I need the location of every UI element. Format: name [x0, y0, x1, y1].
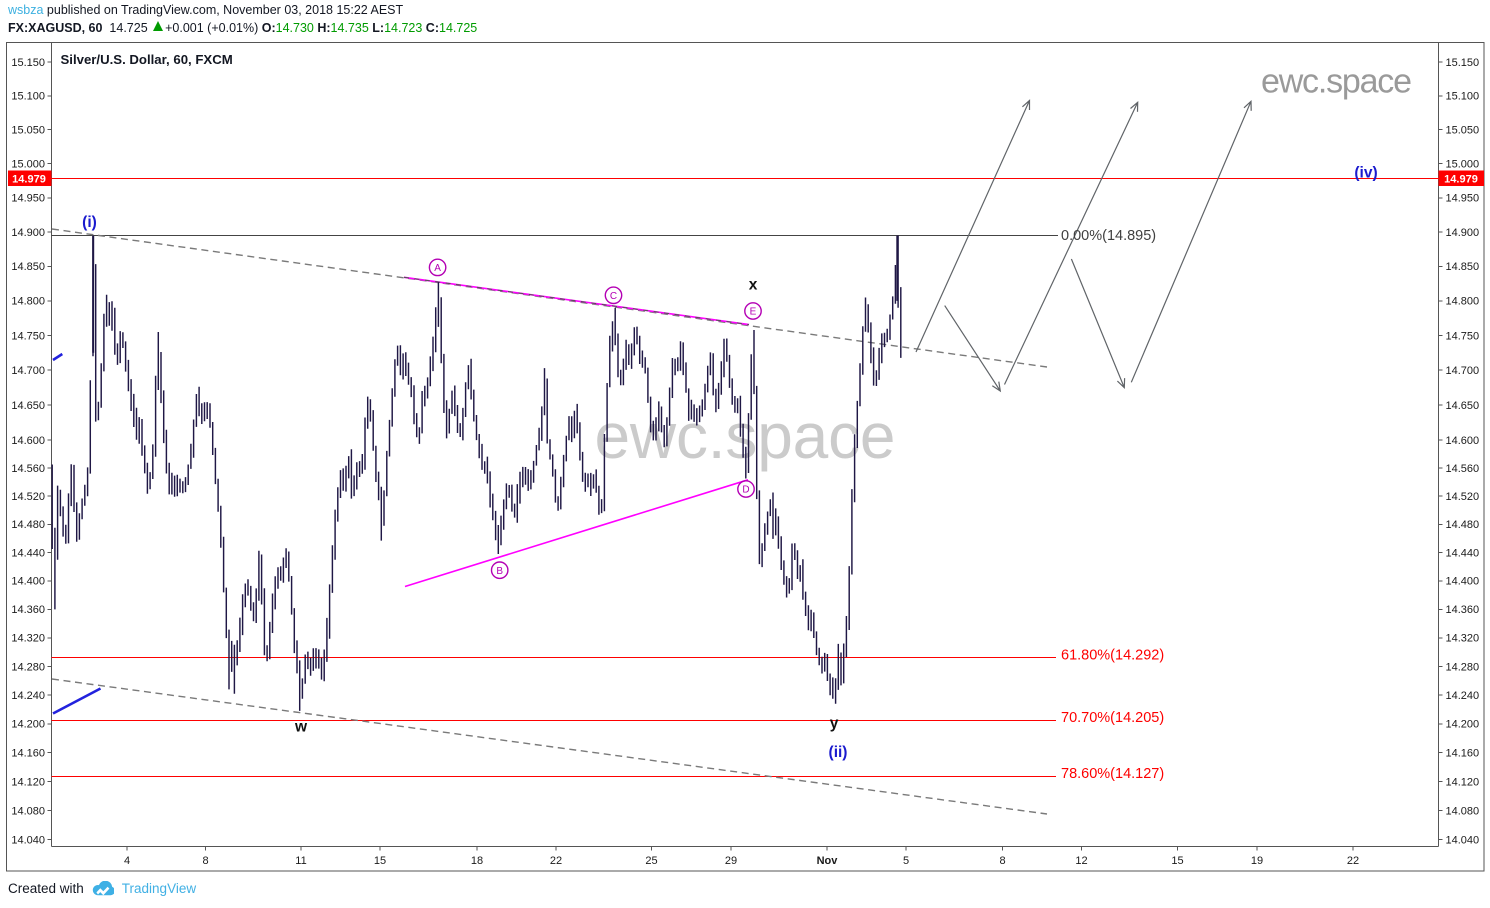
svg-text:15.050: 15.050: [1446, 125, 1480, 137]
svg-text:14.750: 14.750: [11, 330, 45, 342]
svg-text:15.050: 15.050: [11, 125, 45, 137]
svg-text:14.850: 14.850: [1446, 261, 1480, 273]
svg-text:14.080: 14.080: [11, 805, 45, 817]
svg-text:14.700: 14.700: [11, 365, 45, 377]
svg-text:18: 18: [471, 855, 483, 867]
svg-text:14.040: 14.040: [11, 835, 45, 847]
svg-text:14.850: 14.850: [11, 261, 45, 273]
svg-text:19: 19: [1251, 855, 1263, 867]
svg-text:14.800: 14.800: [1446, 296, 1480, 308]
svg-text:22: 22: [1347, 855, 1359, 867]
svg-text:14.950: 14.950: [11, 193, 45, 205]
svg-text:14.160: 14.160: [1446, 748, 1480, 760]
svg-text:8: 8: [202, 855, 208, 867]
svg-text:ewc.space: ewc.space: [595, 400, 896, 472]
svg-text:14.979: 14.979: [12, 173, 46, 185]
svg-text:14.650: 14.650: [1446, 400, 1480, 412]
svg-text:70.70%(14.205): 70.70%(14.205): [1061, 710, 1164, 726]
svg-text:14.480: 14.480: [1446, 519, 1480, 531]
svg-text:15.000: 15.000: [11, 159, 45, 171]
svg-text:25: 25: [645, 855, 657, 867]
svg-text:14.040: 14.040: [1446, 835, 1480, 847]
svg-text:(i): (i): [82, 214, 97, 231]
svg-text:15.150: 15.150: [1446, 57, 1480, 69]
svg-text:B: B: [496, 566, 503, 577]
svg-text:14.200: 14.200: [11, 719, 45, 731]
svg-text:14.240: 14.240: [1446, 690, 1480, 702]
svg-text:14.120: 14.120: [11, 776, 45, 788]
svg-text:14.520: 14.520: [1446, 491, 1480, 503]
svg-text:4: 4: [124, 855, 130, 867]
svg-text:14.600: 14.600: [1446, 435, 1480, 447]
svg-text:14.360: 14.360: [1446, 604, 1480, 616]
svg-text:15: 15: [1171, 855, 1183, 867]
svg-text:14.979: 14.979: [1444, 173, 1478, 185]
svg-text:5: 5: [903, 855, 909, 867]
svg-text:14.200: 14.200: [1446, 719, 1480, 731]
svg-text:14.520: 14.520: [11, 491, 45, 503]
svg-text:15.100: 15.100: [11, 91, 45, 103]
svg-text:12: 12: [1075, 855, 1087, 867]
svg-text:14.240: 14.240: [11, 690, 45, 702]
svg-text:14.440: 14.440: [1446, 547, 1480, 559]
svg-text:14.650: 14.650: [11, 400, 45, 412]
svg-text:78.60%(14.127): 78.60%(14.127): [1061, 766, 1164, 782]
svg-text:15.150: 15.150: [11, 57, 45, 69]
svg-text:14.320: 14.320: [1446, 633, 1480, 645]
svg-text:14.160: 14.160: [11, 748, 45, 760]
svg-text:14.560: 14.560: [11, 463, 45, 475]
svg-text:x: x: [749, 277, 758, 294]
svg-text:14.400: 14.400: [1446, 576, 1480, 588]
svg-text:14.700: 14.700: [1446, 365, 1480, 377]
svg-text:14.600: 14.600: [11, 435, 45, 447]
svg-text:11: 11: [295, 855, 306, 867]
svg-text:E: E: [750, 307, 757, 318]
svg-text:14.560: 14.560: [1446, 463, 1480, 475]
svg-text:14.120: 14.120: [1446, 776, 1480, 788]
svg-text:61.80%(14.292): 61.80%(14.292): [1061, 647, 1164, 663]
svg-text:14.400: 14.400: [11, 576, 45, 588]
svg-text:Nov: Nov: [817, 855, 839, 867]
svg-text:14.320: 14.320: [11, 633, 45, 645]
svg-text:14.800: 14.800: [11, 296, 45, 308]
svg-text:14.900: 14.900: [1446, 227, 1480, 239]
svg-text:14.950: 14.950: [1446, 193, 1480, 205]
svg-text:15: 15: [374, 855, 386, 867]
svg-text:15.100: 15.100: [1446, 91, 1480, 103]
svg-text:D: D: [742, 485, 749, 496]
svg-text:14.080: 14.080: [1446, 805, 1480, 817]
svg-text:ewc.space: ewc.space: [1261, 63, 1412, 101]
svg-text:0.00%(14.895): 0.00%(14.895): [1061, 228, 1156, 244]
svg-text:C: C: [610, 291, 617, 302]
svg-text:w: w: [294, 719, 308, 736]
svg-text:15.000: 15.000: [1446, 159, 1480, 171]
svg-text:A: A: [434, 263, 441, 274]
svg-text:14.480: 14.480: [11, 519, 45, 531]
svg-text:14.750: 14.750: [1446, 330, 1480, 342]
svg-text:y: y: [830, 715, 839, 732]
svg-text:(iv): (iv): [1354, 164, 1377, 181]
svg-text:14.440: 14.440: [11, 547, 45, 559]
svg-text:14.280: 14.280: [1446, 661, 1480, 673]
svg-text:8: 8: [999, 855, 1005, 867]
svg-text:Silver/U.S. Dollar, 60, FXCM: Silver/U.S. Dollar, 60, FXCM: [61, 52, 233, 67]
svg-text:14.280: 14.280: [11, 661, 45, 673]
svg-text:14.360: 14.360: [11, 604, 45, 616]
svg-text:22: 22: [550, 855, 562, 867]
svg-text:29: 29: [725, 855, 737, 867]
svg-text:(ii): (ii): [829, 744, 848, 761]
svg-text:14.900: 14.900: [11, 227, 45, 239]
